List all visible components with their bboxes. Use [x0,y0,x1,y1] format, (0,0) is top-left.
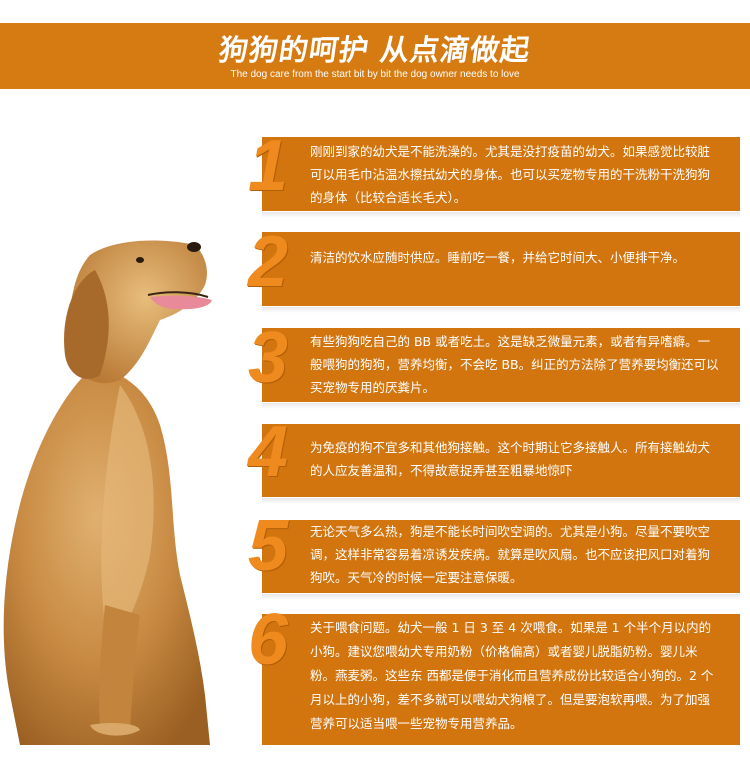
card-shadow [262,403,740,409]
tip-number-2: 2 [248,222,289,302]
tip-number-3: 3 [248,318,289,398]
tip-number-4: 4 [248,412,289,492]
tip-text-6: 关于喂食问题。幼犬一般 1 日 3 至 4 次喂食。如果是 1 个半个月以内的小… [310,620,714,731]
tip-text-5: 无论天气多么热，狗是不能长时间吹空调的。尤其是小狗。尽量不要吹空调，这样非常容易… [310,524,711,585]
header-banner: 狗狗的呵护 从点滴做起 The dog care from the start … [0,23,750,89]
tip-card-3: 有些狗狗吃自己的 BB 或者吃土。这是缺乏微量元素，或者有异嗜癖。一般喂狗的狗狗… [262,328,740,402]
tip-card-6: 关于喂食问题。幼犬一般 1 日 3 至 4 次喂食。如果是 1 个半个月以内的小… [262,614,740,745]
tip-card-5: 无论天气多么热，狗是不能长时间吹空调的。尤其是小狗。尽量不要吹空调，这样非常容易… [262,520,740,593]
page-subtitle: The dog care from the start bit by bit t… [230,69,520,80]
tip-text-3: 有些狗狗吃自己的 BB 或者吃土。这是缺乏微量元素，或者有异嗜癖。一般喂狗的狗狗… [310,334,719,395]
tip-number-1: 1 [248,126,289,206]
tip-card-4: 为免疫的狗不宜多和其他狗接触。这个时期让它多接触人。所有接触幼犬的人应友善温和，… [262,424,740,497]
tip-number-6: 6 [248,600,289,680]
golden-retriever-image [3,240,212,745]
card-shadow [262,307,740,313]
tip-number-5: 5 [248,506,289,586]
page-title: 狗狗的呵护 从点滴做起 [216,33,533,67]
card-shadow [262,212,740,218]
card-shadow [262,594,740,600]
tip-text-4: 为免疫的狗不宜多和其他狗接触。这个时期让它多接触人。所有接触幼犬的人应友善温和，… [310,440,711,478]
tip-text-2: 清洁的饮水应随时供应。睡前吃一餐，并给它时间大、小便排干净。 [310,250,686,265]
tip-card-2: 清洁的饮水应随时供应。睡前吃一餐，并给它时间大、小便排干净。 [262,232,740,306]
card-shadow [262,498,740,504]
tip-card-1: 刚刚到家的幼犬是不能洗澡的。尤其是没打疫苗的幼犬。如果感觉比较脏可以用毛巾沾温水… [262,137,740,211]
tip-text-1: 刚刚到家的幼犬是不能洗澡的。尤其是没打疫苗的幼犬。如果感觉比较脏可以用毛巾沾温水… [310,144,711,205]
